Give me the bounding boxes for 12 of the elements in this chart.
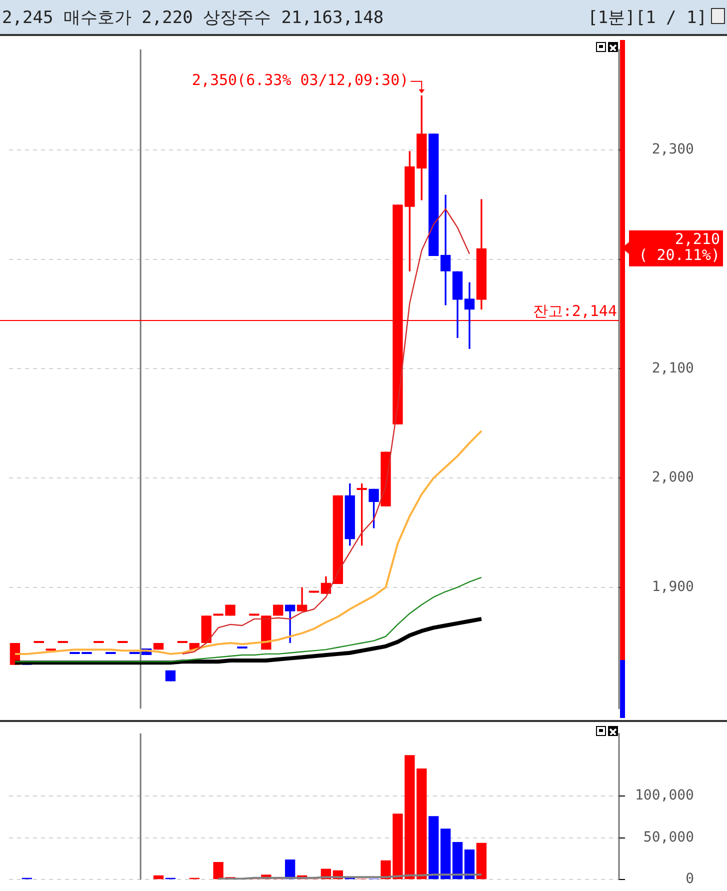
chart-title: 2,245 매수호가 2,220 상장주수 21,163,148 [2, 7, 384, 29]
y-tick-label: 100,000 [634, 788, 694, 804]
y-tick-label: 0 [686, 871, 694, 888]
ref-line-label: 잔고:2,144 [532, 302, 617, 320]
annotation: 2,350(6.33% 03/12,09:30) [192, 71, 409, 90]
y-tick-label: 50,000 [643, 829, 694, 846]
text: 2,210 ( 20.11%) [638, 230, 720, 264]
y-tick-label: 1,900 [652, 578, 694, 595]
y-tick-label: 2,000 [652, 470, 694, 486]
y-tick-label: 2,300 [652, 142, 694, 158]
chart-subtitle: [1분][1 / 1] [588, 7, 707, 29]
y-tick-label: 2,100 [652, 360, 694, 376]
